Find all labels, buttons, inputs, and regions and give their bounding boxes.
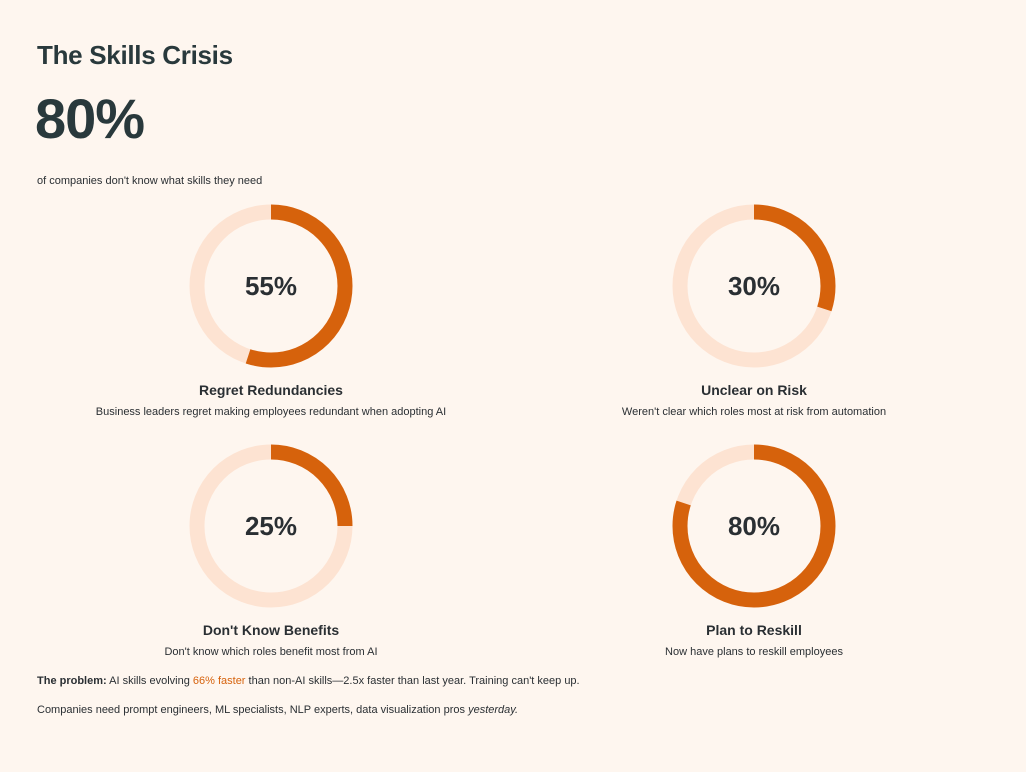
donut-progress-arc	[672, 444, 836, 608]
problem-highlight: 66% faster	[192, 675, 246, 687]
problem-statement: The problem: AI skills evolving 66% fast…	[37, 675, 580, 687]
problem-text-start: AI skills evolving	[109, 675, 190, 687]
headline-stat: 80%	[35, 87, 145, 150]
donut-progress-arc	[189, 204, 353, 368]
card-description: Weren't clear which roles most at risk f…	[621, 406, 887, 418]
page-title: The Skills Crisis	[37, 40, 233, 70]
card-title: Don't Know Benefits	[202, 622, 340, 638]
card-description: Now have plans to reskill employees	[665, 646, 843, 658]
card-title: Regret Redundancies	[199, 382, 343, 398]
donut-progress-arc	[672, 204, 836, 368]
problem-label: The problem:	[37, 675, 107, 687]
card-description: Don't know which roles benefit most from…	[164, 646, 378, 658]
card-title: Plan to Reskill	[706, 622, 802, 638]
headline-caption: of companies don't know what skills they…	[37, 175, 263, 187]
donut-value-label: 25%	[245, 511, 297, 541]
donut-value-label: 55%	[245, 271, 297, 301]
needs-text: Companies need prompt engineers, ML spec…	[37, 704, 466, 716]
card-title: Unclear on Risk	[701, 382, 807, 398]
donut-progress-arc	[189, 444, 353, 608]
stat-card-regret-redundancies: 55% Regret Redundancies Business leaders…	[31, 204, 511, 418]
donut-chart-reskill: 80%	[672, 444, 836, 608]
needs-emphasis: yesterday.	[468, 704, 519, 716]
stat-card-dont-know-benefits: 25% Don't Know Benefits Don't know which…	[31, 444, 511, 658]
donut-value-label: 30%	[728, 271, 780, 301]
problem-text-end: than non-AI skills—2.5x faster than last…	[248, 675, 580, 687]
donut-chart-risk: 30%	[672, 204, 836, 368]
needs-statement: Companies need prompt engineers, ML spec…	[37, 704, 518, 716]
donut-chart-benefits: 25%	[189, 444, 353, 608]
card-description: Business leaders regret making employees…	[95, 406, 447, 418]
donut-value-label: 80%	[728, 511, 780, 541]
stat-card-unclear-on-risk: 30% Unclear on Risk Weren't clear which …	[514, 204, 994, 418]
stat-card-plan-to-reskill: 80% Plan to Reskill Now have plans to re…	[514, 444, 994, 658]
donut-chart-regret: 55%	[189, 204, 353, 368]
